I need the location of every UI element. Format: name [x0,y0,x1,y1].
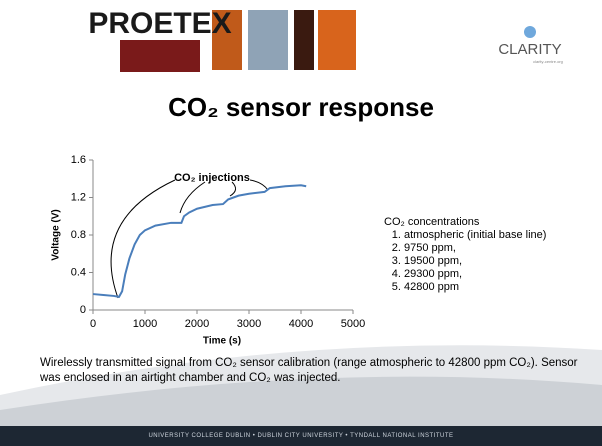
x-tick-label: 0 [90,318,96,330]
y-axis-label: Voltage (V) [51,209,62,260]
x-tick-label: 1000 [133,318,157,330]
notes-list: atmospheric (initial base line) 9750 ppm… [384,229,546,294]
notes-item: 29300 ppm, [404,268,546,281]
image [212,10,242,70]
annotation: CO₂ injections [174,172,250,184]
image [294,10,314,70]
notes-item: 42800 ppm [404,281,546,294]
logo-text: PROETEX [88,7,231,40]
y-tick-label: 0 [80,304,86,316]
y-tick-label: 1.2 [71,191,86,203]
swoosh [0,376,602,426]
notes-item: 9750 ppm, [404,242,546,255]
notes-item: atmospheric (initial base line) [404,229,546,242]
x-tick-label: 4000 [289,318,313,330]
logo-text: CLARITY [498,41,561,58]
logo-sub: clarity-centre.org [533,59,563,64]
y-tick-label: 0.4 [71,266,86,278]
notes-heading: CO₂ concentrations [384,216,480,228]
logo-pixels [120,40,200,72]
slide-title: CO₂ sensor response [168,92,434,122]
y-tick-label: 0.8 [71,229,86,241]
x-tick-label: 5000 [341,318,365,330]
caption: Wirelessly transmitted signal from CO₂ s… [40,357,578,384]
data-line [92,184,307,298]
footer: UNIVERSITY COLLEGE DUBLIN • DUBLIN CITY … [0,426,602,446]
y-tick-label: 1.6 [71,154,86,166]
annotation-arrows [110,179,269,299]
x-axis-label: Time (s) [203,336,241,347]
image [318,10,356,70]
logo-icon [524,26,536,38]
x-tick-label: 3000 [237,318,261,330]
image [248,10,288,70]
notes: CO₂ concentrations atmospheric (initial … [384,216,546,294]
x-tick-label: 2000 [185,318,209,330]
notes-item: 19500 ppm, [404,255,546,268]
